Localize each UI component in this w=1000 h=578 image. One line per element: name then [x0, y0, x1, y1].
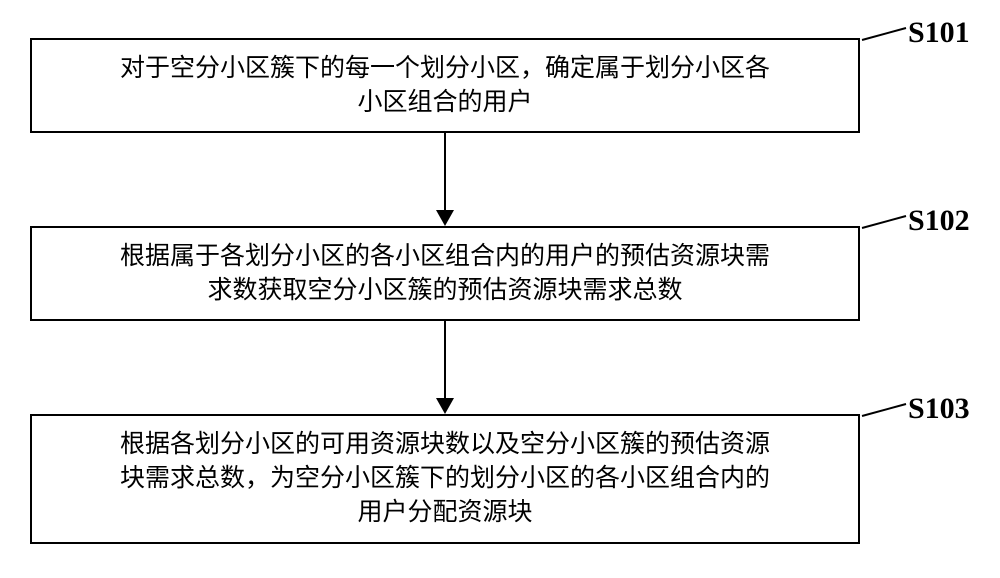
flowchart-canvas: 对于空分小区簇下的每一个划分小区，确定属于划分小区各小区组合的用户S101根据属…	[0, 0, 1000, 578]
flow-arrow-2	[0, 0, 1000, 578]
